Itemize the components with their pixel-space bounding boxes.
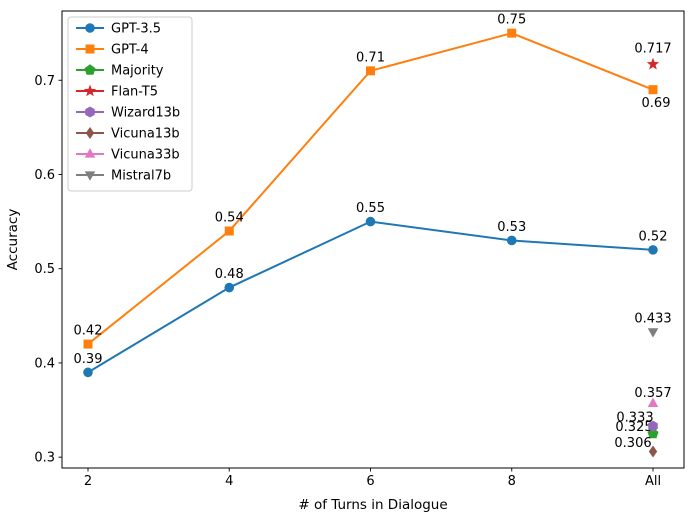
legend-item-label: Wizard13b	[111, 106, 180, 121]
data-point-marker	[648, 445, 658, 458]
data-point-marker	[647, 397, 659, 408]
legend: GPT-3.5 GPT-4 Majority Flan-T5 Wizard13b Vicu…	[67, 16, 193, 192]
data-point-marker	[85, 44, 95, 54]
data-point-marker	[83, 367, 93, 378]
legend-item-vicuna33b: Vicuna33b	[76, 148, 180, 163]
data-point-label: 0.325	[615, 420, 652, 435]
data-point-marker	[506, 235, 517, 246]
data-point-marker	[224, 226, 234, 236]
legend-item-label: GPT-4	[111, 43, 149, 58]
data-point-marker	[83, 84, 97, 97]
plot-border	[61, 10, 685, 469]
data-point-marker	[224, 282, 235, 293]
x-axis-label: # of Turns in Dialogue	[298, 497, 447, 513]
series-mistral7b: 0.433	[634, 311, 672, 338]
data-point-label: 0.71	[356, 50, 385, 65]
data-point-marker	[647, 427, 659, 439]
data-point-marker	[648, 245, 658, 255]
legend-item-label: Mistral7b	[111, 169, 171, 184]
data-point-label: 0.75	[497, 13, 526, 28]
data-point-marker	[85, 106, 95, 118]
series-vicuna33b: 0.357	[634, 386, 672, 408]
legend-item-gpt-4: GPT-4	[76, 43, 149, 58]
x-tick-label: 4	[225, 474, 233, 489]
x-tick-label: 2	[84, 474, 92, 489]
x-tick-label: All	[645, 474, 661, 489]
data-point-marker	[646, 57, 660, 70]
data-point-label: 0.39	[74, 352, 103, 367]
legend-item-wizard13b: Wizard13b	[76, 106, 180, 121]
data-point-label: 0.717	[634, 42, 671, 57]
data-point-label: 0.333	[616, 411, 653, 426]
y-tick-label: 0.4	[34, 356, 55, 371]
legend-item-majority: Majority	[76, 64, 164, 79]
legend-item-vicuna13b: Vicuna13b	[76, 127, 180, 142]
data-point-marker	[648, 420, 658, 432]
data-point-marker	[84, 64, 96, 75]
legend-item-mistral7b: Mistral7b	[76, 169, 171, 184]
data-point-marker	[647, 328, 659, 338]
series-gpt-4: 0.42 0.54 0.71 0.75 0.69	[74, 13, 671, 349]
x-tick-label: 8	[508, 474, 516, 489]
data-point-marker	[84, 148, 96, 158]
legend-item-label: Flan-T5	[111, 85, 158, 100]
y-tick-label: 0.5	[34, 262, 55, 277]
series-majority: 0.325	[615, 420, 659, 439]
data-point-label: 0.54	[215, 211, 244, 226]
data-point-label: 0.53	[497, 220, 526, 235]
data-point-label: 0.306	[614, 436, 651, 451]
data-point-label: 0.357	[634, 386, 671, 401]
data-point-marker	[85, 127, 95, 139]
data-point-marker	[365, 216, 376, 227]
y-axis-label: Accuracy	[5, 209, 21, 271]
data-point-marker	[84, 171, 96, 181]
data-point-label: 0.42	[74, 324, 103, 339]
axes: 2 4 6 8 All 0.3 0.4 0.5 0.6 0.7	[34, 10, 685, 489]
series-line	[87, 220, 654, 374]
data-point-marker	[85, 23, 95, 33]
legend-item-label: GPT-3.5	[111, 22, 161, 37]
data-point-label: 0.433	[634, 311, 671, 326]
legend-item-gpt-3-5: GPT-3.5	[76, 22, 161, 37]
series-flan-t5: 0.717	[634, 42, 672, 70]
y-tick-label: 0.7	[34, 74, 55, 89]
legend-item-flan-t5: Flan-T5	[76, 84, 158, 100]
data-point-marker	[366, 66, 375, 76]
y-tick-label: 0.3	[34, 451, 55, 466]
data-point-marker	[507, 28, 517, 38]
data-point-marker	[83, 339, 93, 349]
legend-box	[67, 16, 193, 192]
x-tick-label: 6	[366, 474, 374, 489]
legend-item-label: Vicuna13b	[111, 127, 180, 142]
legend-item-label: Vicuna33b	[111, 148, 180, 163]
series-layer: 0.39 0.48 0.55 0.53 0.52 0.42 0.54 0.71 0.75 0.69…	[74, 13, 672, 458]
data-point-label: 0.69	[642, 96, 671, 111]
data-point-label: 0.55	[356, 201, 385, 216]
y-tick-label: 0.6	[34, 168, 55, 183]
series-wizard13b: 0.333	[616, 411, 658, 432]
data-point-label: 0.48	[215, 267, 244, 282]
legend-item-label: Majority	[111, 64, 164, 79]
data-point-label: 0.52	[639, 229, 668, 244]
series-gpt-3-5: 0.39 0.48 0.55 0.53 0.52	[74, 201, 668, 378]
data-point-marker	[648, 85, 658, 95]
series-vicuna13b: 0.306	[614, 436, 658, 458]
